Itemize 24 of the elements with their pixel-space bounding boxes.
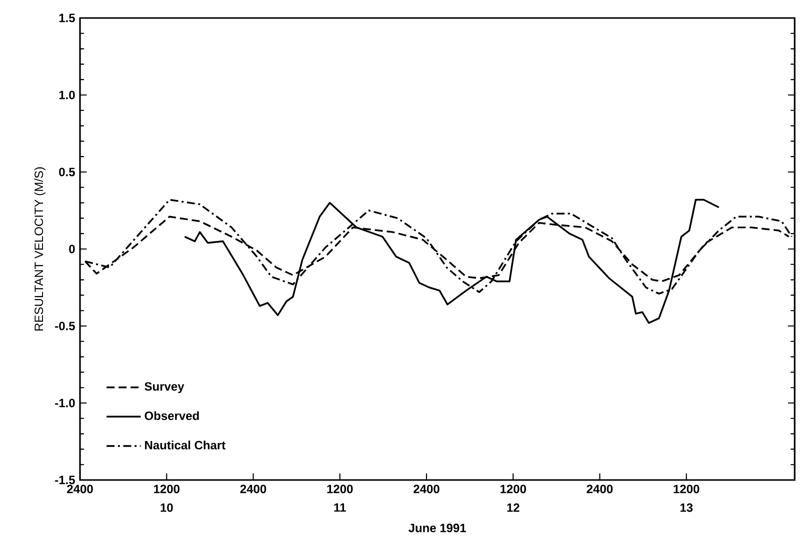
x-tick-label: 1200	[500, 484, 526, 494]
y-tick-label: 0	[69, 244, 75, 254]
legend-label: Nautical Chart	[145, 440, 226, 450]
x-axis-title: June 1991	[408, 524, 466, 532]
text: 10	[160, 503, 173, 512]
y-tick-label: -0.5	[55, 322, 75, 330]
text: 13	[680, 503, 693, 512]
x-tick-label: 2400	[414, 484, 440, 494]
y-tick-label: 0.5	[59, 168, 75, 176]
text: 11	[334, 503, 346, 512]
y-tick-label: 1.5	[59, 14, 75, 22]
legend-label: Observed	[144, 411, 199, 420]
y-tick-label: -1.5	[55, 476, 75, 484]
legend-label: Survey	[144, 382, 184, 394]
x-tick-label: 2400	[67, 484, 93, 494]
y-tick-label: -1.0	[55, 398, 75, 408]
x-tick-label: 1200	[154, 484, 180, 494]
text: 12	[507, 503, 520, 512]
y-axis-title: RESULTANT VELOCITY (M/S)	[34, 167, 46, 330]
x-tick-label: 1200	[327, 484, 353, 494]
x-tick-label: 2400	[240, 484, 266, 494]
y-tick-label: 1.0	[59, 90, 75, 100]
x-tick-label: 1200	[674, 484, 700, 494]
x-tick-label: 2400	[586, 484, 613, 494]
